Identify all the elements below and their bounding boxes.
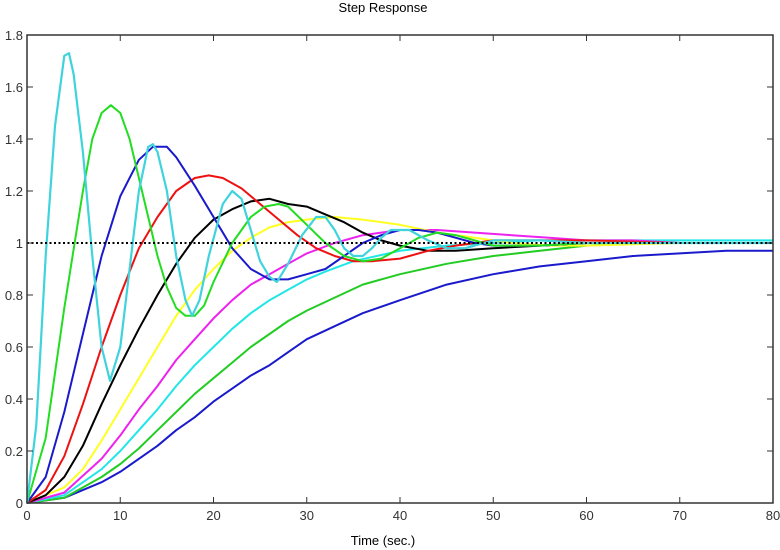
series-line-response-1 bbox=[25, 52, 773, 504]
x-tick-label: 10 bbox=[113, 508, 127, 523]
series-line-response-8 bbox=[26, 239, 773, 504]
series-line-response-5 bbox=[26, 197, 773, 504]
series-line-response-7 bbox=[26, 229, 773, 504]
x-tick-label: 70 bbox=[673, 508, 687, 523]
axis-ticks: 0 10 20 30 40 50 60 70 80 0 0.2 0.4 0.6 0.8 1 1.2 1.4 1.6… bbox=[5, 28, 780, 523]
y-tick-label: 1.2 bbox=[5, 184, 23, 199]
x-tick-label: 60 bbox=[579, 508, 593, 523]
chart-title: Step Response bbox=[339, 0, 428, 15]
x-tick-label: 20 bbox=[206, 508, 220, 523]
series-line-response-10 bbox=[26, 249, 773, 504]
x-tick-label: 40 bbox=[393, 508, 407, 523]
y-tick-label: 0.4 bbox=[5, 392, 23, 407]
y-tick-label: 1.6 bbox=[5, 80, 23, 95]
y-tick-label: 1.4 bbox=[5, 132, 23, 147]
x-tick-label: 50 bbox=[486, 508, 500, 523]
y-tick-label: 0.2 bbox=[5, 444, 23, 459]
y-tick-label: 0.6 bbox=[5, 340, 23, 355]
y-tick-label: 1.8 bbox=[5, 28, 23, 43]
series-layer bbox=[25, 52, 773, 504]
x-tick-label: 30 bbox=[300, 508, 314, 523]
plot-frame bbox=[26, 34, 774, 504]
x-tick-label: 80 bbox=[766, 508, 780, 523]
x-tick-label: 0 bbox=[23, 508, 30, 523]
series-line-response-6 bbox=[26, 216, 773, 504]
y-tick-label: 0 bbox=[16, 496, 23, 511]
y-tick-label: 0.8 bbox=[5, 288, 23, 303]
series-line-response-2 bbox=[26, 104, 773, 504]
x-axis-label: Time (sec.) bbox=[351, 533, 416, 548]
series-line-response-9 bbox=[26, 242, 773, 504]
y-tick-label: 1 bbox=[16, 236, 23, 251]
